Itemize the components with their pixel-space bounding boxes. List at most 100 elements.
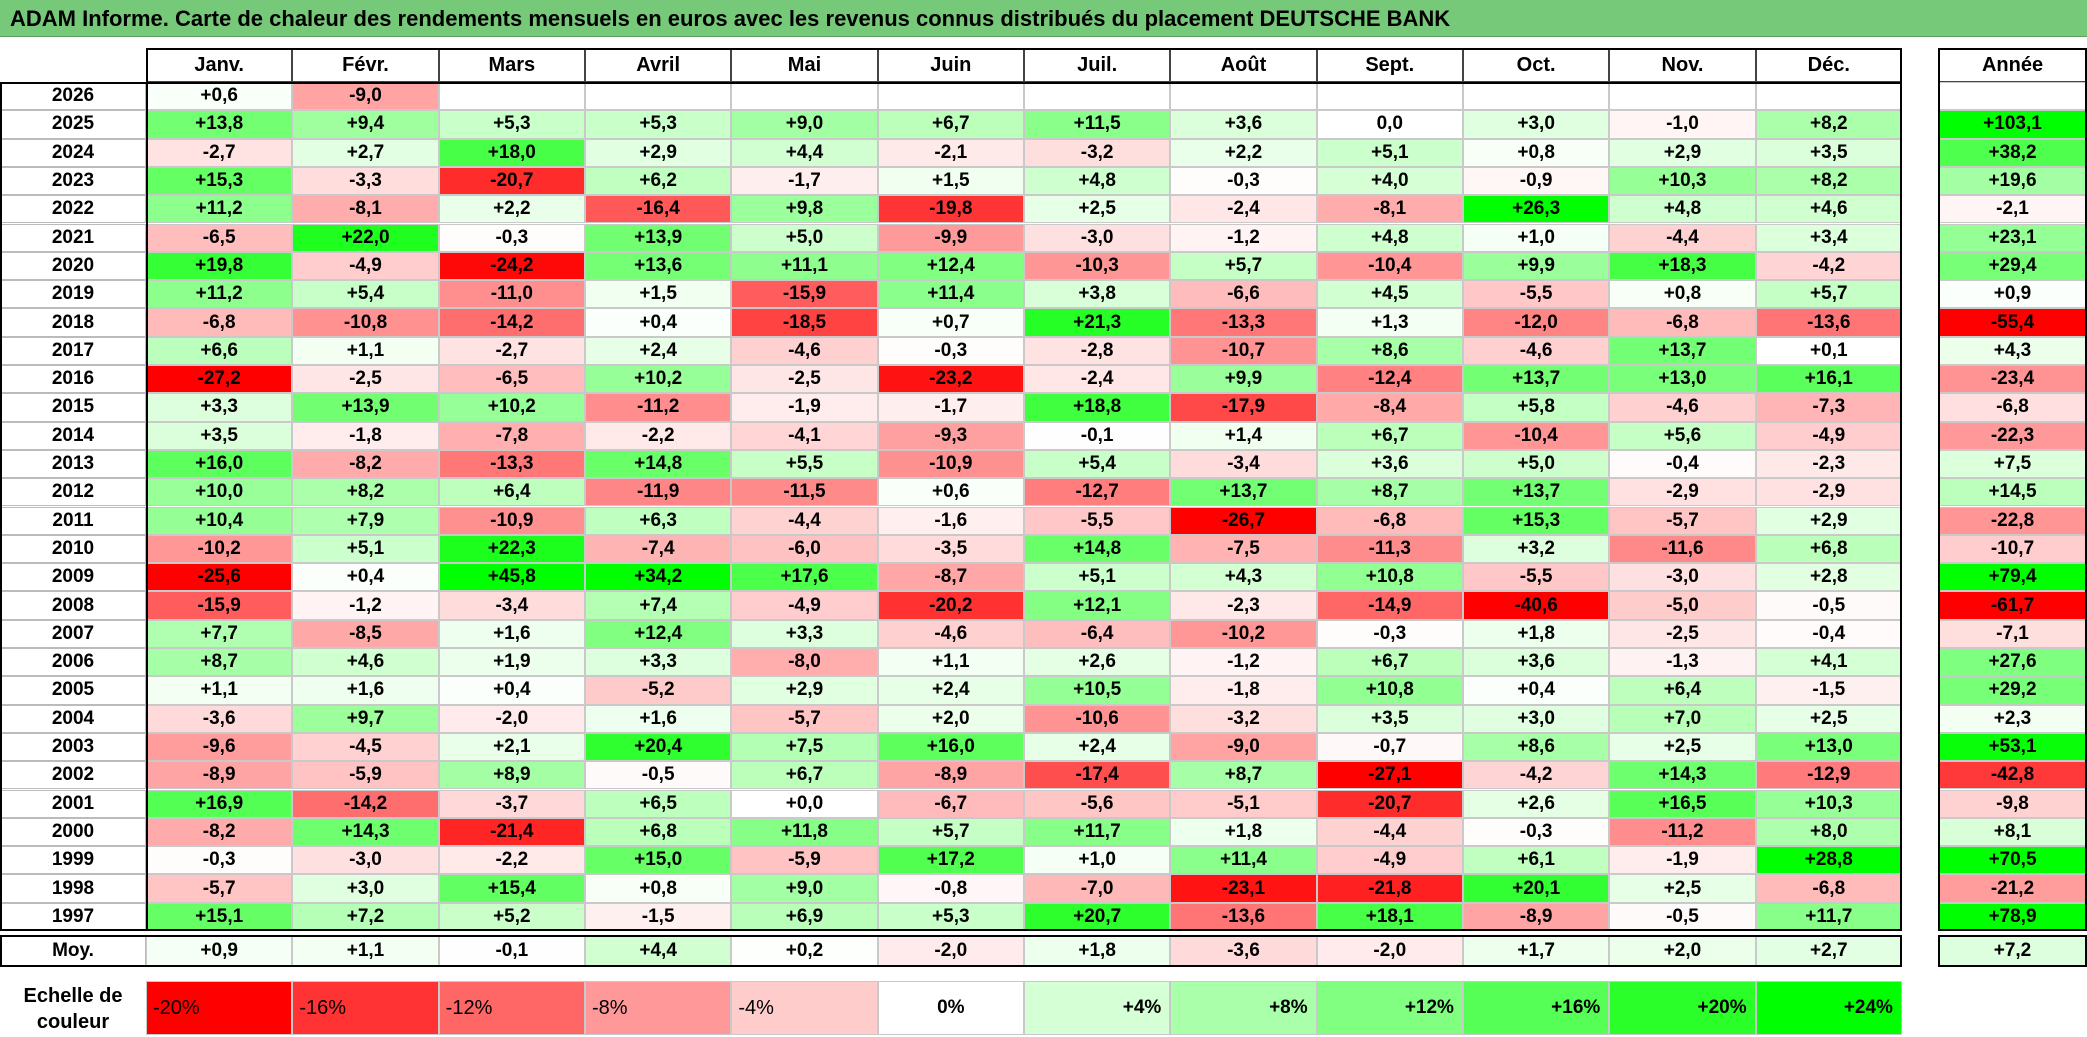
heatmap-cell: +11,5 — [1023, 110, 1171, 139]
heatmap-cell: -6,0 — [731, 534, 878, 564]
heatmap-cell: -2,4 — [1023, 365, 1171, 394]
heatmap-cell: +14,3 — [292, 817, 439, 847]
heatmap-cell: +3,3 — [584, 648, 732, 677]
heatmap-cell: -9,0 — [292, 82, 439, 111]
heatmap-cell: -5,9 — [292, 761, 439, 790]
heatmap-cell: -2,1 — [877, 138, 1024, 167]
color-scale-swatch: +12% — [1316, 981, 1463, 1035]
heatmap-cell: -0,1 — [1023, 421, 1171, 450]
heatmap-cell: +3,6 — [1462, 648, 1610, 677]
heatmap-cell: -10,3 — [1023, 251, 1171, 281]
annual-cell: +7,5 — [1938, 449, 2087, 479]
heatmap-cell: +2,9 — [731, 676, 878, 705]
year-label: 2023 — [0, 166, 146, 196]
heatmap-cell: +1,6 — [438, 619, 585, 648]
heatmap-cell: +20,1 — [1462, 874, 1610, 903]
heatmap-cell: +0,1 — [1755, 336, 1902, 365]
heatmap-cell: -6,7 — [877, 789, 1024, 818]
heatmap-cell: +2,5 — [1609, 732, 1756, 762]
heatmap-cell: -5,5 — [1462, 563, 1610, 592]
heatmap-cell: -4,4 — [1316, 817, 1463, 847]
annual-cell: -6,8 — [1938, 393, 2087, 422]
heatmap-cell: +9,0 — [731, 110, 878, 139]
average-cell: +0,2 — [731, 935, 878, 967]
year-label: 2016 — [0, 365, 146, 394]
heatmap-cell: -5,7 — [731, 704, 878, 733]
heatmap-cell: +4,3 — [1170, 563, 1317, 592]
month-header: Juin — [877, 48, 1024, 82]
year-label: 2005 — [0, 676, 146, 705]
heatmap-cell: -1,2 — [1170, 223, 1317, 252]
heatmap-cell: +1,8 — [1170, 817, 1317, 847]
heatmap-cell: +9,7 — [292, 704, 439, 733]
heatmap-cell: +3,0 — [1462, 110, 1610, 139]
heatmap-cell: -8,9 — [146, 761, 293, 790]
heatmap-cell: -8,2 — [292, 449, 439, 479]
average-cell: +2,0 — [1609, 935, 1756, 967]
heatmap-cell: +20,7 — [1023, 902, 1171, 931]
heatmap-cell: +8,6 — [1316, 336, 1463, 365]
heatmap-cell: +10,2 — [584, 365, 732, 394]
heatmap-cell: +2,5 — [1755, 704, 1902, 733]
annual-cell: +23,1 — [1938, 223, 2087, 252]
heatmap-cell: -4,9 — [1316, 846, 1463, 875]
heatmap-cell: +8,7 — [146, 648, 293, 677]
heatmap-cell: +45,8 — [438, 563, 585, 592]
annual-cell: +38,2 — [1938, 138, 2087, 167]
average-cell: -2,0 — [877, 935, 1024, 967]
heatmap-cell: +4,1 — [1755, 648, 1902, 677]
heatmap-cell: +8,0 — [1755, 817, 1902, 847]
heatmap-cell: +8,7 — [1170, 761, 1317, 790]
month-header: Déc. — [1755, 48, 1902, 82]
heatmap-cell: +6,7 — [877, 110, 1024, 139]
heatmap-cell: -0,3 — [877, 336, 1024, 365]
heatmap-cell: -26,7 — [1170, 506, 1317, 535]
heatmap-cell: +11,4 — [877, 280, 1024, 309]
heatmap-cell: -11,3 — [1316, 534, 1463, 564]
heatmap-cell: +5,8 — [1462, 393, 1610, 422]
heatmap-cell: -3,6 — [146, 704, 293, 733]
heatmap-cell: +1,9 — [438, 648, 585, 677]
heatmap-cell: -23,1 — [1170, 874, 1317, 903]
month-header: Août — [1170, 48, 1317, 82]
heatmap-cell — [1170, 82, 1317, 111]
heatmap-cell: +5,3 — [438, 110, 585, 139]
heatmap-cell: +4,0 — [1316, 166, 1463, 196]
heatmap-cell: +3,0 — [1462, 704, 1610, 733]
heatmap-cell: +1,6 — [584, 704, 732, 733]
heatmap-cell: -0,3 — [146, 846, 293, 875]
heatmap-cell: -11,6 — [1609, 534, 1756, 564]
heatmap-cell: +15,3 — [146, 166, 293, 196]
heatmap-cell: +11,7 — [1023, 817, 1171, 847]
average-cell: +0,9 — [146, 935, 293, 967]
heatmap-cell: +21,3 — [1023, 308, 1171, 337]
heatmap-cell: +10,0 — [146, 478, 293, 507]
heatmap-cell: +1,5 — [584, 280, 732, 309]
heatmap-cell: +2,4 — [584, 336, 732, 365]
heatmap-cell: +0,7 — [877, 308, 1024, 337]
heatmap-cell: -5,7 — [146, 874, 293, 903]
heatmap-cell: +1,1 — [292, 336, 439, 365]
annual-cell: +8,1 — [1938, 817, 2087, 847]
heatmap-cell: +3,3 — [146, 393, 293, 422]
heatmap-cell: +9,9 — [1170, 365, 1317, 394]
color-scale-swatch: -8% — [584, 981, 732, 1035]
heatmap-cell: +7,4 — [584, 591, 732, 620]
heatmap-cell: +10,8 — [1316, 563, 1463, 592]
heatmap-cell: +11,2 — [146, 195, 293, 224]
heatmap-cell — [1316, 82, 1463, 111]
heatmap-cell: -10,8 — [292, 308, 439, 337]
heatmap-cell: -25,6 — [146, 563, 293, 592]
year-label: 2011 — [0, 506, 146, 535]
heatmap-cell: +7,7 — [146, 619, 293, 648]
heatmap-cell: -2,7 — [146, 138, 293, 167]
heatmap-cell: +9,8 — [731, 195, 878, 224]
heatmap-cell: -20,2 — [877, 591, 1024, 620]
heatmap-cell: -4,2 — [1755, 251, 1902, 281]
year-label: 2022 — [0, 195, 146, 224]
annual-cell: -61,7 — [1938, 591, 2087, 620]
heatmap-cell: +11,8 — [731, 817, 878, 847]
heatmap-cell: +15,4 — [438, 874, 585, 903]
heatmap-cell: +5,1 — [1316, 138, 1463, 167]
heatmap-cell: -2,3 — [1755, 449, 1902, 479]
